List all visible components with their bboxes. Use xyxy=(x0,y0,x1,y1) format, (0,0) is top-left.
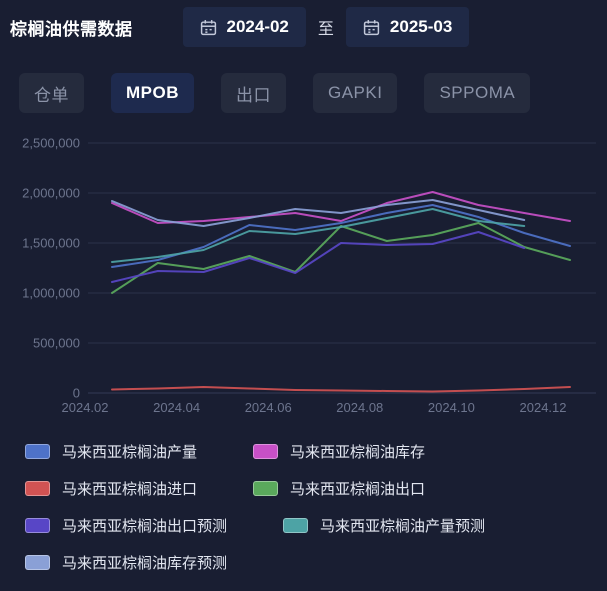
legend-item-production-forecast[interactable]: 马来西亚棕榈油产量预测 xyxy=(283,514,485,536)
end-date-value: 2025-03 xyxy=(389,17,453,36)
tab-warehouse-receipt[interactable]: 仓单 xyxy=(19,73,84,113)
y-axis-tick-label: 1,000,000 xyxy=(22,286,80,301)
tab-gapki[interactable]: GAPKI xyxy=(313,73,398,113)
legend-item-import[interactable]: 马来西亚棕榈油进口 xyxy=(25,477,197,499)
calendar-icon xyxy=(200,19,217,36)
x-axis-tick-label: 2024.10 xyxy=(428,400,475,415)
legend-swatch-production-forecast xyxy=(283,517,309,533)
legend-item-inventory-forecast[interactable]: 马来西亚棕榈油库存预测 xyxy=(25,551,227,573)
legend-label: 马来西亚棕榈油进口 xyxy=(62,480,198,498)
y-axis-tick-label: 2,000,000 xyxy=(22,186,80,201)
supply-demand-chart[interactable]: 0 500,000 1,000,000 1,500,000 2,000,000 2,500… xyxy=(0,0,607,425)
x-axis-tick-label: 2024.02 xyxy=(62,400,109,415)
x-axis-tick-label: 2024.06 xyxy=(245,400,292,415)
x-axis-tick-label: 2024.04 xyxy=(153,400,200,415)
legend-swatch-export-forecast xyxy=(25,517,50,533)
legend-label: 马来西亚棕榈油库存 xyxy=(290,443,426,461)
chart-legend: 马来西亚棕榈油产量 马来西亚棕榈油库存马来西亚棕榈油进口 马来西亚棕榈油出口马来西亚… xyxy=(25,440,590,588)
x-axis-tick-label: 2024.12 xyxy=(520,400,567,415)
calendar-icon xyxy=(363,19,380,36)
series-line-inventory[interactable] xyxy=(111,191,571,224)
legend-swatch-export xyxy=(253,480,279,496)
tab-export[interactable]: 出口 xyxy=(221,73,286,113)
legend-label: 马来西亚棕榈油出口 xyxy=(290,480,426,498)
legend-item-production[interactable]: 马来西亚棕榈油产量 xyxy=(25,440,197,462)
legend-item-export-forecast[interactable]: 马来西亚棕榈油出口预测 xyxy=(25,514,227,536)
y-axis-tick-label: 2,500,000 xyxy=(22,136,80,151)
legend-swatch-import xyxy=(25,480,50,496)
end-date-picker[interactable]: 2025-03 xyxy=(345,7,470,47)
series-line-import[interactable] xyxy=(111,386,571,393)
page-title: 棕榈油供需数据 xyxy=(10,19,133,39)
legend-label: 马来西亚棕榈油库存预测 xyxy=(62,554,228,572)
line-chart-canvas[interactable]: 0 500,000 1,000,000 1,500,000 2,000,000 2,500… xyxy=(0,0,607,425)
legend-label: 马来西亚棕榈油产量 xyxy=(62,443,198,461)
legend-label: 马来西亚棕榈油出口预测 xyxy=(62,517,228,535)
tab-bar: 仓单 MPOB 出口 GAPKI SPPOMA xyxy=(19,73,531,113)
legend-label: 马来西亚棕榈油产量预测 xyxy=(320,517,486,535)
y-axis-tick-label: 500,000 xyxy=(33,336,80,351)
series-line-export-forecast[interactable] xyxy=(111,231,526,283)
legend-item-inventory[interactable]: 马来西亚棕榈油库存 xyxy=(253,440,425,462)
legend-item-export[interactable]: 马来西亚棕榈油出口 xyxy=(253,477,425,499)
legend-swatch-inventory-forecast xyxy=(25,554,50,570)
tab-mpob[interactable]: MPOB xyxy=(111,73,194,113)
x-axis-tick-label: 2024.08 xyxy=(336,400,383,415)
series-line-production-forecast[interactable] xyxy=(111,208,526,263)
header: 棕榈油供需数据 2024-02 至 xyxy=(10,6,601,48)
series-line-inventory-forecast[interactable] xyxy=(111,199,526,227)
legend-swatch-production xyxy=(25,443,50,459)
y-axis-tick-label: 1,500,000 xyxy=(22,236,80,251)
start-date-value: 2024-02 xyxy=(226,17,289,36)
start-date-picker[interactable]: 2024-02 xyxy=(182,7,306,47)
date-range-separator: 至 xyxy=(317,21,334,38)
legend-swatch-inventory xyxy=(253,443,279,459)
y-axis-tick-label: 0 xyxy=(73,386,80,401)
tab-sppoma[interactable]: SPPOMA xyxy=(424,73,531,113)
series-line-export[interactable] xyxy=(111,222,571,294)
